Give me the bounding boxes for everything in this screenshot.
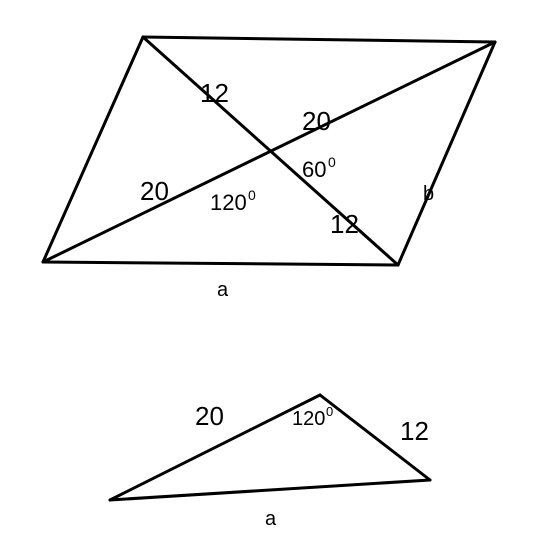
para-angle-120: 120: [210, 190, 247, 215]
para-label-12-right: 12: [330, 209, 359, 239]
para-edge-bottom: [43, 262, 398, 265]
para-side-a: a: [217, 279, 229, 301]
geometry-canvas: 122020126001200ab20121200a: [0, 0, 543, 551]
tri-angle-120: 120: [292, 408, 325, 430]
para-diag-2: [43, 42, 495, 262]
para-label-20-top: 20: [302, 106, 331, 136]
para-angle-60-sup: 0: [328, 154, 336, 170]
tri-label-20: 20: [195, 401, 224, 431]
tri-label-12: 12: [400, 416, 429, 446]
para-label-12-top: 12: [200, 78, 229, 108]
para-label-20-left: 20: [140, 176, 169, 206]
tri-side-a: a: [265, 508, 277, 530]
para-angle-60: 60: [302, 157, 326, 182]
para-edge-left: [43, 37, 143, 262]
tri-edge-bottom: [110, 480, 430, 500]
para-side-b: b: [423, 183, 434, 205]
tri-angle-120-sup: 0: [326, 404, 333, 419]
para-edge-right: [398, 42, 495, 265]
para-angle-120-sup: 0: [248, 187, 256, 203]
para-edge-top: [143, 37, 495, 42]
